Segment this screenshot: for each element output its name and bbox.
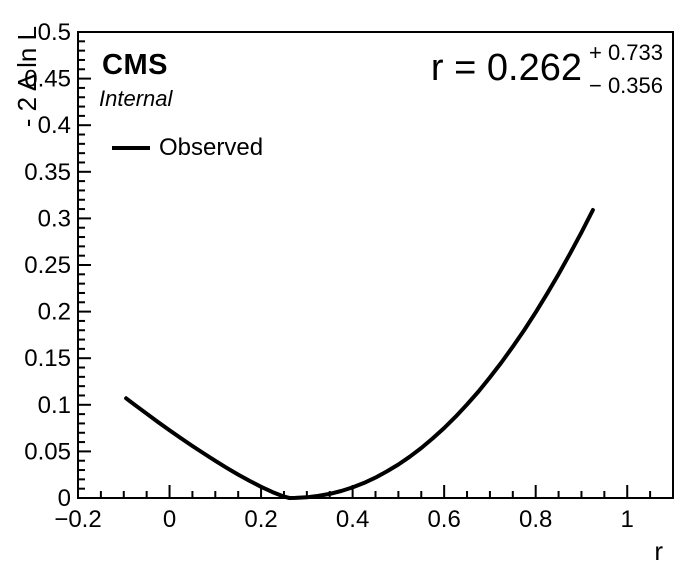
y-tick-label: 0.15: [24, 345, 71, 372]
legend-label-observed: Observed: [159, 134, 264, 161]
x-tick-label: 0.2: [244, 506, 277, 533]
best-fit-annotation: r = 0.262 + 0.733 − 0.356: [431, 36, 663, 102]
observed-curve-path: [124, 208, 595, 500]
x-tick-label: −0.2: [54, 506, 101, 533]
x-tick-label: 1: [621, 506, 634, 533]
plot-frame: [77, 31, 674, 499]
y-tick-label: 0: [58, 485, 71, 512]
x-tick-label: 0.8: [519, 506, 552, 533]
tick-labels: −0.2 0 0.2 0.4 0.6 0.8 100.050.10.150.20.250.3…: [24, 19, 634, 533]
y-tick-label: 0.05: [24, 438, 71, 465]
minor-ticks: [78, 40, 674, 498]
internal-label: Internal: [99, 86, 173, 111]
x-tick-label: 0: [163, 506, 176, 533]
y-tick-label: 0.4: [38, 112, 71, 139]
y-tick-label: 0.3: [38, 205, 71, 232]
best-fit-error-down: − 0.356: [588, 73, 663, 98]
best-fit-error-up: + 0.733: [588, 40, 663, 65]
best-fit-value: r = 0.262: [430, 47, 582, 90]
y-tick-label: 0.5: [38, 19, 71, 46]
observed-curve: [124, 208, 595, 500]
cms-label: CMS: [102, 49, 168, 81]
y-tick-label: 0.2: [38, 299, 71, 326]
y-tick-label: 0.1: [38, 392, 71, 419]
x-tick-label: 0.4: [336, 506, 369, 533]
x-tick-label: 0.6: [427, 506, 460, 533]
legend: Observed: [112, 136, 263, 160]
y-tick-label: 0.35: [24, 159, 71, 186]
y-tick-label: 0.25: [24, 252, 71, 279]
y-axis-title: - 2 Δ ln L: [12, 26, 42, 127]
legend-observed-line-icon: [112, 146, 150, 150]
y-tick-label: 0.45: [24, 66, 71, 93]
x-axis-title: r: [654, 536, 663, 566]
best-fit-errors: + 0.733 − 0.356: [589, 36, 663, 102]
